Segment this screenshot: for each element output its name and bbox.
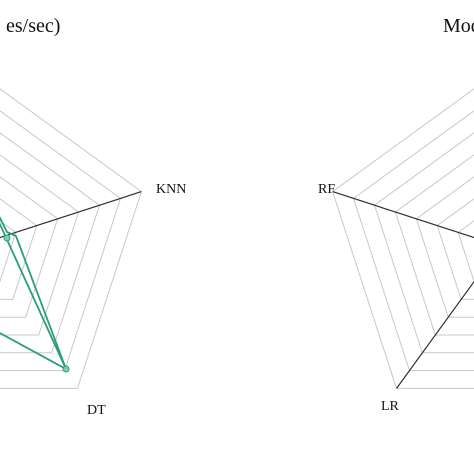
grid-ring bbox=[0, 132, 101, 354]
grid-ring bbox=[436, 198, 474, 300]
left-radar-spokes bbox=[0, 191, 142, 239]
grid-ring bbox=[0, 220, 17, 283]
axis-label-dt: DT bbox=[87, 403, 106, 418]
spoke-knn bbox=[0, 191, 142, 239]
grid-ring bbox=[0, 88, 142, 389]
axis-label-knn: KNN bbox=[156, 182, 186, 197]
grid-ring bbox=[0, 198, 38, 300]
series-line bbox=[0, 215, 68, 371]
axis-label-lr: LR bbox=[381, 399, 400, 414]
axis-label-rf: RF bbox=[318, 182, 335, 197]
left-chart-title: es/sec) bbox=[6, 15, 60, 37]
series-point-dt bbox=[62, 365, 70, 373]
grid-ring bbox=[457, 220, 474, 283]
spoke-rf bbox=[332, 191, 474, 239]
grid-ring bbox=[0, 176, 59, 318]
grid-ring bbox=[352, 110, 474, 372]
grid-ring bbox=[394, 154, 474, 336]
grid-ring bbox=[415, 176, 474, 318]
right-radar-grid bbox=[332, 88, 474, 389]
right-chart-title: Mod bbox=[443, 15, 474, 37]
grid-ring bbox=[332, 88, 474, 389]
grid-ring bbox=[373, 132, 474, 354]
left-radar-series bbox=[0, 215, 70, 373]
spoke-lr bbox=[396, 280, 474, 389]
series-line-segment bbox=[0, 222, 67, 370]
left-radar-grid bbox=[0, 88, 142, 389]
series-point-knn bbox=[3, 234, 11, 242]
right-radar-spokes bbox=[332, 191, 474, 389]
grid-ring bbox=[0, 110, 122, 372]
